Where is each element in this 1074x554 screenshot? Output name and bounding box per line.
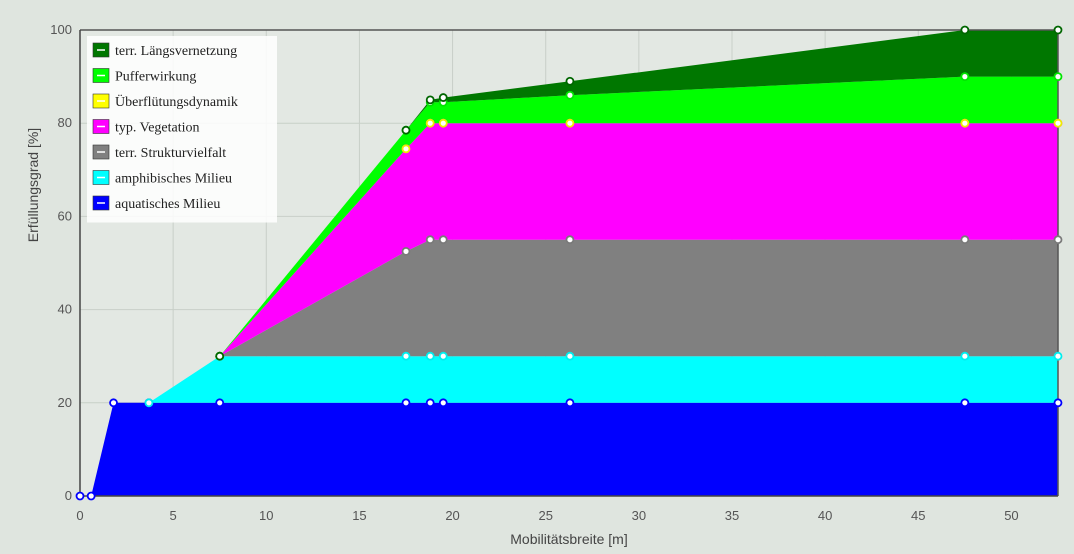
y-tick-label: 40 xyxy=(58,302,72,317)
data-point[interactable] xyxy=(401,246,411,256)
legend-item[interactable]: Überflütungsdynamik xyxy=(92,93,238,110)
data-point[interactable] xyxy=(565,351,575,361)
data-point[interactable] xyxy=(215,398,225,408)
data-point[interactable] xyxy=(565,90,575,100)
y-tick-label: 20 xyxy=(58,395,72,410)
legend[interactable]: terr. Längsvernetzung Pufferwirkung Überfl… xyxy=(87,36,277,223)
data-point[interactable] xyxy=(425,118,435,128)
data-point[interactable] xyxy=(215,351,225,361)
data-point[interactable] xyxy=(425,235,435,245)
stacked-areas xyxy=(80,30,1058,496)
y-tick-label: 80 xyxy=(58,115,72,130)
legend-label: Überflütungsdynamik xyxy=(115,93,238,110)
data-point[interactable] xyxy=(401,144,411,154)
legend-label: Pufferwirkung xyxy=(115,70,196,85)
data-point[interactable] xyxy=(565,76,575,86)
data-markers[interactable] xyxy=(75,25,1063,501)
area-pufferwirkung xyxy=(219,76,1058,357)
legend-item[interactable]: terr. Strukturvielfalt xyxy=(92,144,226,161)
data-point[interactable] xyxy=(109,398,118,408)
area-terr-strukturvielfalt xyxy=(219,239,1058,357)
x-tick-label: 15 xyxy=(352,508,366,523)
legend-item[interactable]: Pufferwirkung xyxy=(92,68,196,85)
legend-label: typ. Vegetation xyxy=(115,121,200,136)
axes xyxy=(79,29,1059,497)
data-point[interactable] xyxy=(438,235,448,245)
data-point[interactable] xyxy=(1053,72,1063,81)
y-tick-label: 100 xyxy=(50,22,72,37)
data-point[interactable] xyxy=(960,235,970,245)
data-point[interactable] xyxy=(1053,118,1063,128)
legend-label: terr. Längsvernetzung xyxy=(115,44,237,59)
data-point[interactable] xyxy=(425,398,435,408)
y-tick-label: 60 xyxy=(58,208,72,223)
area-typ-vegetation xyxy=(219,123,1058,357)
y-axis-title: Erfüllungsgrad [%] xyxy=(25,128,41,242)
x-tick-label: 25 xyxy=(538,508,552,523)
data-point[interactable] xyxy=(144,398,154,408)
x-tick-label: 50 xyxy=(1004,508,1018,523)
data-point[interactable] xyxy=(425,351,435,361)
data-point[interactable] xyxy=(438,118,448,128)
data-point[interactable] xyxy=(960,25,970,35)
area-aquatisches-milieu xyxy=(80,402,1058,496)
area-amphibisches-milieu xyxy=(148,356,1058,403)
data-point[interactable] xyxy=(438,398,448,408)
x-tick-label: 20 xyxy=(445,508,459,523)
area-terr-l-ngsvernetzung xyxy=(219,30,1058,357)
data-point[interactable] xyxy=(960,351,970,361)
legend-label: aquatisches Milieu xyxy=(115,197,220,212)
data-point[interactable] xyxy=(86,491,96,501)
data-point[interactable] xyxy=(1053,235,1063,245)
x-axis-title: Mobilitätsbreite [m] xyxy=(510,531,627,547)
tick-labels: 0 5 10 15 20 25 30 35 40 45 50 0 20 40 60 80 100 xyxy=(50,22,1018,523)
data-point[interactable] xyxy=(565,235,575,245)
data-point[interactable] xyxy=(401,398,411,408)
x-tick-label: 0 xyxy=(76,508,83,523)
data-point[interactable] xyxy=(565,118,575,128)
legend-box xyxy=(87,36,277,223)
data-point[interactable] xyxy=(75,491,85,501)
x-tick-label: 10 xyxy=(259,508,273,523)
data-point[interactable] xyxy=(425,95,435,105)
data-point[interactable] xyxy=(438,93,448,102)
data-point[interactable] xyxy=(1053,398,1063,408)
data-point[interactable] xyxy=(1053,351,1063,361)
x-tick-label: 30 xyxy=(632,508,646,523)
data-point[interactable] xyxy=(1053,25,1063,35)
data-point[interactable] xyxy=(401,351,411,361)
data-point[interactable] xyxy=(960,72,970,81)
legend-label: terr. Strukturvielfalt xyxy=(115,146,226,161)
legend-item[interactable]: terr. Längsvernetzung xyxy=(92,42,237,59)
data-point[interactable] xyxy=(960,118,970,128)
data-point[interactable] xyxy=(438,351,448,361)
x-tick-label: 35 xyxy=(725,508,739,523)
data-point[interactable] xyxy=(401,125,411,135)
y-tick-label: 0 xyxy=(65,488,72,503)
data-point[interactable] xyxy=(960,398,970,408)
x-tick-label: 40 xyxy=(818,508,832,523)
x-tick-label: 5 xyxy=(170,508,177,523)
x-tick-label: 45 xyxy=(911,508,925,523)
legend-item[interactable]: typ. Vegetation xyxy=(92,119,200,136)
legend-label: amphibisches Milieu xyxy=(115,172,232,187)
legend-item[interactable]: amphibisches Milieu xyxy=(92,170,232,187)
data-point[interactable] xyxy=(565,398,575,408)
legend-item[interactable]: aquatisches Milieu xyxy=(92,195,220,212)
